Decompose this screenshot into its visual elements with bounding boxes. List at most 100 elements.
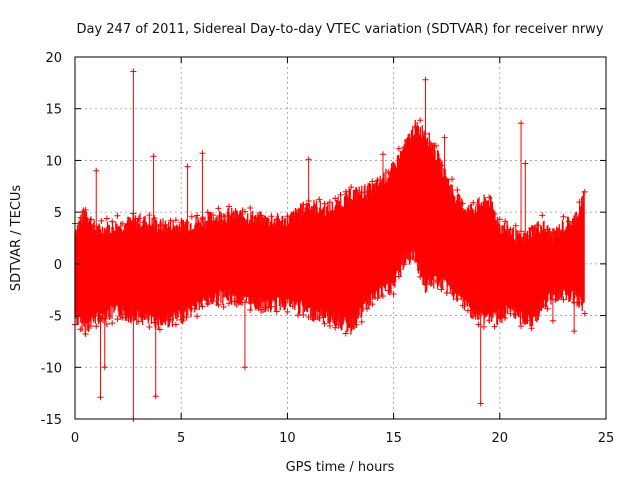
data-point	[199, 303, 206, 310]
data-point	[406, 135, 413, 142]
data-point	[491, 323, 498, 330]
data-point	[273, 216, 280, 223]
y-tick-label: 10	[45, 154, 62, 169]
data-point	[321, 320, 328, 327]
data-point	[480, 199, 487, 206]
data-point	[417, 117, 424, 124]
data-point	[167, 217, 174, 224]
data-point	[571, 219, 578, 226]
data-point	[443, 177, 450, 184]
outlier-point	[241, 364, 248, 371]
data-point	[411, 256, 418, 263]
data-point	[268, 303, 275, 310]
data-point	[454, 295, 461, 302]
data-point	[528, 224, 535, 231]
y-tick-label: 5	[54, 206, 62, 221]
data-point	[141, 313, 148, 320]
data-point	[507, 310, 514, 317]
outlier-point	[477, 400, 484, 407]
data-point	[289, 213, 296, 220]
data-point	[364, 189, 371, 196]
data-point	[422, 281, 429, 288]
data-point	[77, 214, 84, 221]
data-point	[172, 321, 179, 328]
data-point	[156, 222, 163, 229]
data-point	[549, 229, 556, 236]
data-point	[464, 209, 471, 216]
data-point	[464, 307, 471, 314]
data-point	[204, 300, 211, 307]
outlier-point	[101, 364, 108, 371]
data-point	[502, 218, 509, 225]
data-point	[316, 314, 323, 321]
data-point	[279, 218, 286, 225]
data-point	[210, 297, 217, 304]
data-point	[210, 212, 217, 219]
outlier-point	[93, 167, 100, 174]
data-point	[151, 319, 158, 326]
data-point	[379, 292, 386, 299]
outlier-point	[199, 150, 206, 157]
data-point	[480, 323, 487, 330]
data-point	[167, 316, 174, 323]
data-point	[523, 317, 530, 324]
data-point	[295, 312, 302, 319]
data-point	[119, 220, 126, 227]
data-point	[194, 212, 201, 219]
data-point	[82, 331, 89, 338]
data-point	[268, 213, 275, 220]
data-point	[289, 303, 296, 310]
data-point	[162, 222, 169, 229]
data-point	[305, 314, 312, 321]
plot-frame	[74, 56, 607, 420]
data-point	[395, 145, 402, 152]
x-tick-label: 20	[492, 431, 509, 446]
data-point	[348, 323, 355, 330]
data-point	[125, 312, 132, 319]
data-point	[401, 261, 408, 268]
data-point	[215, 301, 222, 308]
outlier-point	[571, 328, 578, 335]
data-point	[528, 325, 535, 332]
data-point	[353, 187, 360, 194]
data-point	[417, 273, 424, 280]
y-tick-label: -15	[41, 413, 62, 428]
data-point	[231, 211, 238, 218]
data-point	[374, 294, 381, 301]
data-point	[109, 320, 116, 327]
data-point	[443, 290, 450, 297]
y-tick-label: -10	[41, 361, 62, 376]
x-tick-label: 5	[177, 431, 185, 446]
y-axis-label: SDTVAR / TECUs	[9, 185, 24, 292]
chart-title: Day 247 of 2011, Sidereal Day-to-day VTE…	[76, 22, 603, 37]
data-point	[332, 324, 339, 331]
data-point	[215, 205, 222, 212]
y-tick-label: 0	[54, 258, 62, 273]
x-tick-label: 10	[279, 431, 296, 446]
data-point	[135, 318, 142, 325]
data-point	[449, 176, 456, 183]
data-point	[156, 326, 163, 333]
data-point	[433, 277, 440, 284]
data-point	[172, 217, 179, 224]
outlier-point	[379, 151, 386, 158]
data-point	[247, 205, 254, 212]
outlier-point	[422, 76, 429, 83]
data-point	[459, 302, 466, 309]
data-point	[390, 290, 397, 297]
data-point	[353, 321, 360, 328]
data-point	[475, 201, 482, 208]
data-point	[279, 299, 286, 306]
data-point	[576, 299, 583, 306]
data-point	[486, 194, 493, 201]
data-point	[252, 215, 259, 222]
data-point	[348, 184, 355, 191]
data-point	[401, 144, 408, 151]
data-point	[225, 300, 232, 307]
x-axis-label: GPS time / hours	[286, 460, 395, 475]
data-point	[518, 323, 525, 330]
data-point	[77, 326, 84, 333]
outlier-point	[441, 134, 448, 141]
data-point	[135, 215, 142, 222]
data-point	[146, 323, 153, 330]
